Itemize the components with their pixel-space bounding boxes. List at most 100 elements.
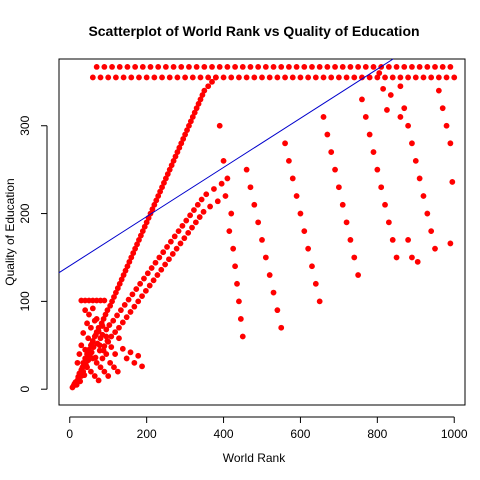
data-point	[112, 351, 119, 357]
chart-title: Scatterplot of World Rank vs Quality of …	[88, 23, 419, 39]
data-point	[160, 249, 167, 256]
data-point	[370, 149, 377, 155]
x-axis-label: World Rank	[223, 451, 286, 465]
data-point	[351, 254, 358, 261]
data-point	[286, 157, 292, 164]
data-point	[128, 74, 135, 81]
data-point	[378, 184, 385, 191]
data-point	[101, 297, 108, 304]
data-point	[185, 229, 192, 236]
y-axis: 0 100 200 300	[18, 115, 48, 393]
data-point	[435, 74, 442, 81]
data-point	[96, 342, 103, 349]
data-point	[137, 280, 144, 287]
data-point	[182, 74, 189, 81]
data-point	[305, 245, 312, 252]
data-point	[230, 245, 237, 252]
data-point	[196, 214, 203, 220]
data-point	[89, 340, 95, 347]
data-point	[351, 74, 358, 81]
data-point	[224, 64, 231, 70]
data-point	[82, 307, 89, 314]
data-point	[328, 74, 335, 81]
data-point	[362, 64, 369, 70]
data-point	[179, 222, 186, 229]
data-point	[139, 293, 145, 300]
data-point	[178, 64, 185, 70]
data-point	[200, 208, 207, 215]
data-point	[384, 107, 390, 113]
x-tick-label: 0	[66, 427, 73, 441]
data-point	[124, 64, 131, 70]
data-point	[136, 74, 142, 81]
data-point	[278, 324, 285, 331]
data-point	[154, 272, 161, 278]
data-point	[78, 342, 85, 349]
data-point	[405, 74, 411, 81]
x-tick-label: 400	[214, 427, 234, 441]
data-point	[148, 265, 155, 271]
data-point	[216, 64, 223, 70]
data-point	[380, 85, 387, 92]
data-point	[107, 359, 114, 366]
data-point	[266, 272, 273, 278]
data-point	[439, 64, 446, 70]
data-point	[247, 184, 254, 191]
data-point	[201, 64, 208, 70]
data-point	[443, 74, 450, 81]
data-point	[343, 219, 350, 226]
data-point	[187, 212, 194, 219]
x-tick-label: 1000	[441, 427, 468, 441]
data-point	[109, 64, 115, 70]
data-point	[289, 175, 296, 182]
data-point	[173, 245, 180, 252]
data-point	[401, 105, 408, 112]
data-point	[86, 311, 92, 318]
data-point	[119, 345, 126, 352]
data-point	[278, 64, 285, 70]
data-point	[129, 291, 136, 298]
data-point	[147, 64, 154, 70]
data-point	[312, 74, 319, 81]
data-point	[167, 238, 174, 245]
data-point	[374, 74, 381, 81]
data-point	[286, 64, 292, 70]
data-point	[237, 316, 244, 322]
data-point	[401, 64, 408, 70]
data-point	[243, 166, 250, 173]
data-point	[335, 184, 342, 191]
data-point	[88, 324, 94, 331]
data-point	[435, 87, 442, 94]
data-point	[366, 131, 373, 138]
data-point	[84, 364, 90, 371]
data-point	[389, 74, 396, 81]
data-point	[397, 114, 404, 120]
plot-frame	[58, 58, 466, 406]
x-tick-label: 800	[367, 427, 387, 441]
data-point	[151, 74, 158, 81]
data-point	[387, 92, 394, 98]
data-point	[181, 235, 188, 242]
data-point	[262, 254, 269, 261]
data-point	[105, 373, 112, 379]
data-point	[405, 122, 411, 129]
data-point	[439, 105, 446, 112]
data-point	[239, 333, 246, 340]
data-point	[251, 201, 258, 208]
y-tick-label: 300	[18, 115, 32, 135]
data-point	[76, 351, 83, 357]
data-point	[207, 203, 213, 210]
regression-line	[58, 58, 394, 274]
data-point	[152, 259, 159, 266]
data-point	[211, 186, 217, 192]
data-point	[104, 337, 111, 344]
data-point	[209, 78, 215, 85]
data-point	[139, 363, 145, 370]
data-point	[97, 364, 104, 371]
data-point	[80, 330, 87, 336]
data-point	[125, 296, 132, 303]
data-point	[320, 74, 327, 81]
data-point	[139, 64, 146, 70]
data-point	[91, 317, 98, 324]
data-point	[205, 74, 212, 81]
